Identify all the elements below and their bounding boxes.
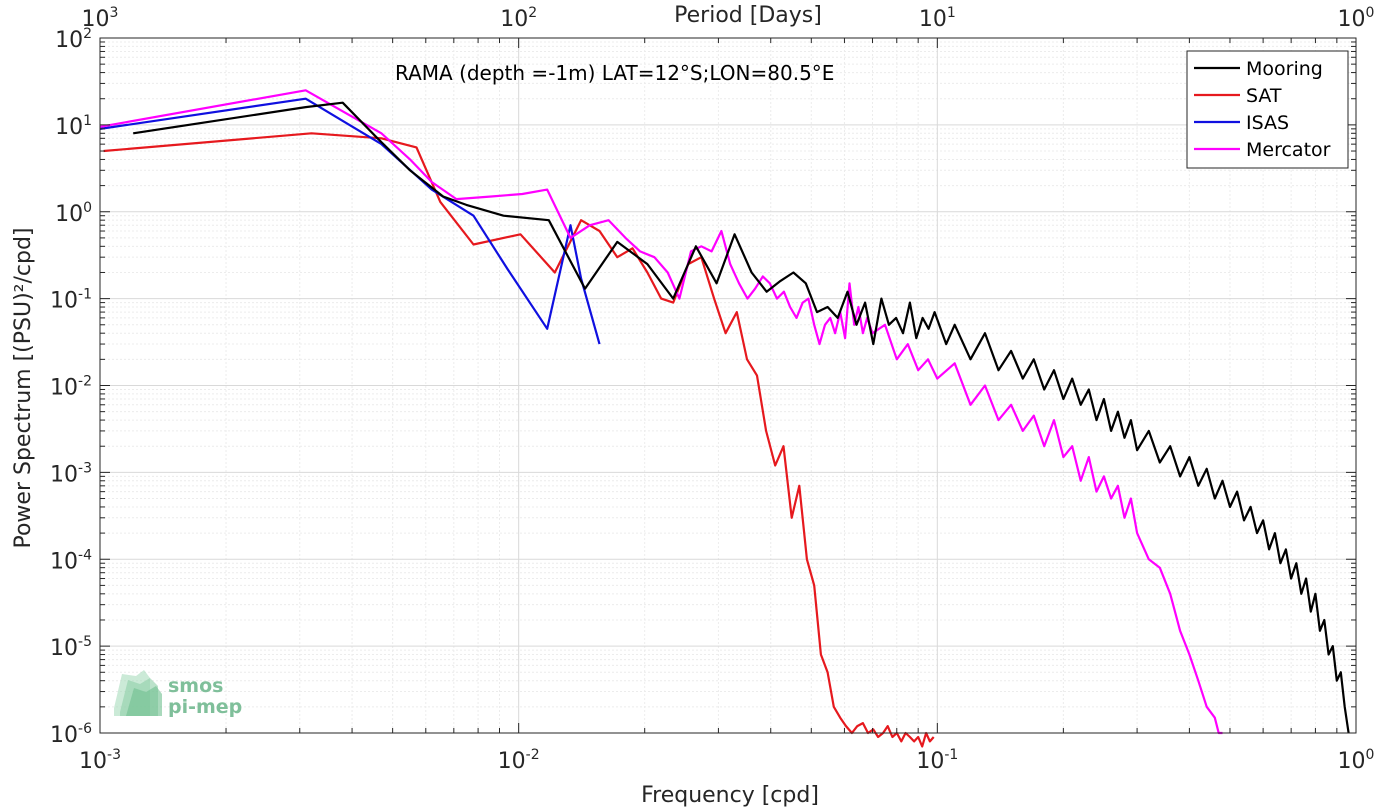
y-axis-label: Power Spectrum [(PSU)²/cpd] [11,227,36,548]
top-tick-label: 100 [1338,5,1375,32]
logo-mark [114,670,162,716]
y-tick-label: 10-4 [50,547,92,574]
series-line-sat [103,132,935,748]
x-tick-label: 10-1 [916,747,958,774]
smos-pi-mep-logo: smos pi-mep [114,670,242,718]
top-tick-labels: 103 102 101 100 [82,5,1375,32]
series-line-mooring [133,101,1350,734]
x-tick-label: 10-2 [498,747,540,774]
series-line-isas [99,97,601,345]
tick-marks [99,37,1357,734]
y-tick-label: 10-1 [50,287,92,314]
legend-label-mercator: Mercator [1246,139,1331,161]
logo-text-smos: smos [168,675,223,697]
legend: Mooring SAT ISAS Mercator [1186,50,1349,169]
logo-text-pi-mep: pi-mep [168,696,242,718]
top-tick-label: 102 [500,5,537,32]
bottom-tick-labels: 10-3 10-2 10-1 100 [79,747,1374,774]
top-tick-label: 101 [919,5,956,32]
x-tick-label: 100 [1338,747,1375,774]
chart-title-annotation: RAMA (depth =-1m) LAT=12°S;LON=80.5°E [395,61,834,85]
legend-label-isas: ISAS [1246,112,1289,134]
y-tick-labels: 102 101 100 10-1 10-2 10-3 10-4 10-5 10-6 [50,26,92,748]
x-axis-label: Frequency [cpd] [641,783,819,808]
major-grid [100,38,1356,733]
top-tick-label: 103 [82,5,119,32]
y-tick-label: 10-6 [50,721,92,748]
legend-entries: Mooring SAT ISAS Mercator [1194,58,1331,161]
y-tick-label: 102 [55,26,92,53]
top-axis-label: Period [Days] [674,3,822,28]
y-tick-label: 10-5 [50,634,92,661]
legend-label-mooring: Mooring [1246,58,1323,80]
legend-label-sat: SAT [1246,85,1282,107]
y-tick-label: 10-2 [50,374,92,401]
x-tick-label: 10-3 [79,747,121,774]
series-layer [99,89,1350,748]
y-tick-label: 10-3 [50,460,92,487]
minor-grid [100,38,1356,733]
y-tick-label: 101 [55,113,92,140]
y-tick-label: 100 [55,200,92,227]
